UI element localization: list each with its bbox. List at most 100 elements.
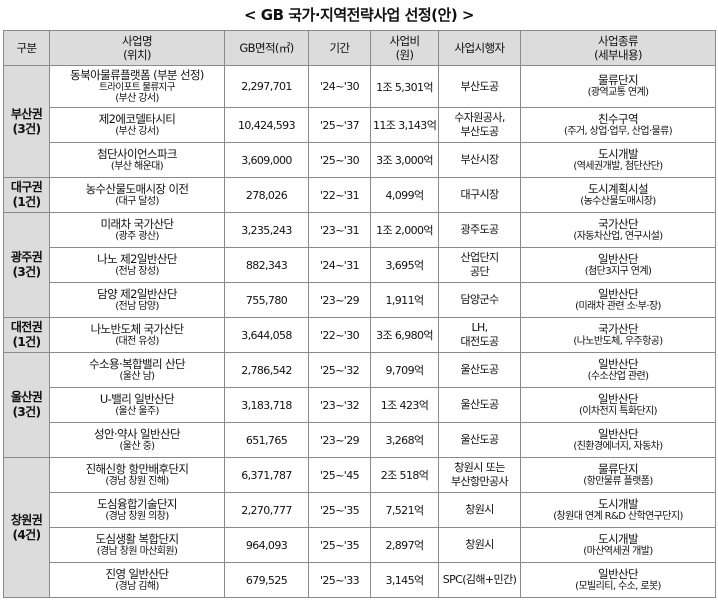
table-row: U-밸리 일반산단 (울산 울주) 3,183,718 '23~'32 1조 42… bbox=[4, 387, 716, 423]
project-name-cell: 수소용·복합밸리 산단 (울산 남) bbox=[49, 352, 225, 388]
region-cell: 대전권 (1건) bbox=[3, 317, 50, 353]
area-cell: 3,235,243 bbox=[224, 212, 309, 248]
area-cell: 2,297,701 bbox=[224, 65, 309, 108]
type-cell: 일반산단 (친환경에너지, 자동차) bbox=[520, 422, 716, 458]
table-header-row: 구분 사업명 (위치) GB면적(㎡) 기간 사업비 (원) 사업시행자 사업종류(… bbox=[3, 30, 716, 66]
operator-cell: LH, 대전도공 bbox=[438, 317, 521, 353]
period-cell: '23~'29 bbox=[308, 422, 371, 458]
operator-cell: 울산도공 bbox=[438, 387, 521, 423]
project-name-cell: 동북아물류플랫폼 (부분 선정) 트라이포트 물류지구 (부산 강서) bbox=[49, 65, 225, 108]
cost-cell: 3조 6,980억 bbox=[370, 317, 439, 353]
operator-cell: 광주도공 bbox=[438, 212, 521, 248]
operator-cell: 울산도공 bbox=[438, 352, 521, 388]
period-cell: '25~'30 bbox=[308, 142, 371, 178]
table-row: 대구권 (1건) 농수산물도매시장 이전 (대구 달성) 278,026 '22~'… bbox=[3, 177, 716, 213]
header-area: GB면적(㎡) bbox=[224, 30, 309, 66]
area-cell: 755,780 bbox=[224, 282, 309, 318]
type-cell: 일반산단 (첨단3지구 연계) bbox=[520, 247, 716, 283]
type-cell: 물류단지 (항만물류 플랫폼) bbox=[520, 457, 716, 493]
project-name-cell: 성안·약사 일반산단 (울산 중) bbox=[49, 422, 225, 458]
period-cell: '25~'37 bbox=[308, 107, 371, 143]
project-table: 구분 사업명 (위치) GB면적(㎡) 기간 사업비 (원) 사업시행자 사업종류(… bbox=[3, 30, 716, 598]
header-period: 기간 bbox=[308, 30, 371, 66]
header-operator: 사업시행자 bbox=[438, 30, 521, 66]
cost-cell: 3조 3,000억 bbox=[370, 142, 439, 178]
project-name-cell: 도심생활 복합단지 (경남 창원 마산회원) bbox=[49, 527, 225, 563]
area-cell: 679,525 bbox=[224, 562, 309, 598]
period-cell: '24~'30 bbox=[308, 65, 371, 108]
type-cell: 도시계획시설 (농수산물도매시장) bbox=[520, 177, 716, 213]
project-name-cell: 나노 제2일반산단 (전남 장성) bbox=[49, 247, 225, 283]
operator-cell: 울산도공 bbox=[438, 422, 521, 458]
page-title: < GB 국가·지역전략사업 선정(안) > bbox=[244, 6, 474, 24]
type-cell: 국가산단 (나노반도체, 우주항공) bbox=[520, 317, 716, 353]
operator-cell: 담양군수 bbox=[438, 282, 521, 318]
operator-cell: 수자원공사, 부산도공 bbox=[438, 107, 521, 143]
project-name-cell: 미래차 국가산단 (광주 광산) bbox=[49, 212, 225, 248]
period-cell: '24~'31 bbox=[308, 247, 371, 283]
cost-cell: 3,145억 bbox=[370, 562, 439, 598]
operator-cell: 창원시 또는 부산항만공사 bbox=[438, 457, 521, 493]
cost-cell: 2,897억 bbox=[370, 527, 439, 563]
area-cell: 278,026 bbox=[224, 177, 309, 213]
cost-cell: 1조 5,301억 bbox=[370, 65, 439, 108]
type-cell: 일반산단 (수소산업 관련) bbox=[520, 352, 716, 388]
area-cell: 3,183,718 bbox=[224, 387, 309, 423]
cost-cell: 11조 3,143억 bbox=[370, 107, 439, 143]
table-row: 도심생활 복합단지 (경남 창원 마산회원) 964,093 '25~'35 2,… bbox=[4, 527, 716, 563]
period-cell: '25~'35 bbox=[308, 527, 371, 563]
project-name-cell: 나노반도체 국가산단 (대전 유성) bbox=[49, 317, 225, 353]
table-row: 담양 제2일반산단 (전남 담양) 755,780 '23~'29 1,911억 … bbox=[4, 282, 716, 318]
period-cell: '23~'32 bbox=[308, 387, 371, 423]
table-row: 첨단사이언스파크 (부산 해운대) 3,609,000 '25~'30 3조 3,… bbox=[4, 142, 716, 178]
header-cost: 사업비 (원) bbox=[370, 30, 439, 66]
type-cell: 도시개발 (역세권개발, 첨단산단) bbox=[520, 142, 716, 178]
table-row: 도심융합기술단지 (경남 창원 의창) 2,270,777 '25~'35 7,5… bbox=[4, 492, 716, 528]
area-cell: 10,424,593 bbox=[224, 107, 309, 143]
type-cell: 도시개발 (창원대 연계 R&D 산학연구단지) bbox=[520, 492, 716, 528]
table-row: 성안·약사 일반산단 (울산 중) 651,765 '23~'29 3,268억 … bbox=[4, 422, 716, 458]
table-row: 제2에코델타시티 (부산 강서) 10,424,593 '25~'37 11조 3… bbox=[4, 107, 716, 143]
area-cell: 2,786,542 bbox=[224, 352, 309, 388]
table-row: 진영 일반산단 (경남 김해) 679,525 '25~'33 3,145억 SP… bbox=[4, 562, 716, 598]
region-cell: 대구권 (1건) bbox=[3, 177, 50, 213]
table-row: 대전권 (1건) 나노반도체 국가산단 (대전 유성) 3,644,058 '22~… bbox=[3, 317, 716, 353]
period-cell: '23~'31 bbox=[308, 212, 371, 248]
type-cell: 친수구역 (주거, 상업·업무, 산업·물류) bbox=[520, 107, 716, 143]
project-name-cell: 도심융합기술단지 (경남 창원 의창) bbox=[49, 492, 225, 528]
table-row: 울산권 (3건) 수소용·복합밸리 산단 (울산 남) 2,786,542 '25~… bbox=[3, 352, 716, 458]
area-cell: 2,270,777 bbox=[224, 492, 309, 528]
operator-cell: 부산도공 bbox=[438, 65, 521, 108]
operator-cell: 창원시 bbox=[438, 492, 521, 528]
cost-cell: 1조 423억 bbox=[370, 387, 439, 423]
cost-cell: 4,099억 bbox=[370, 177, 439, 213]
project-name-cell: 진영 일반산단 (경남 김해) bbox=[49, 562, 225, 598]
period-cell: '22~'31 bbox=[308, 177, 371, 213]
type-cell: 국가산단 (자동차산업, 연구시설) bbox=[520, 212, 716, 248]
cost-cell: 9,709억 bbox=[370, 352, 439, 388]
cost-cell: 2조 518억 bbox=[370, 457, 439, 493]
project-name-cell: U-밸리 일반산단 (울산 울주) bbox=[49, 387, 225, 423]
area-cell: 651,765 bbox=[224, 422, 309, 458]
project-name-cell: 첨단사이언스파크 (부산 해운대) bbox=[49, 142, 225, 178]
region-cell: 부산권 (3건) bbox=[3, 65, 50, 178]
type-cell: 일반산단 (미래차 관련 소·부·장) bbox=[520, 282, 716, 318]
operator-cell: 창원시 bbox=[438, 527, 521, 563]
area-cell: 3,644,058 bbox=[224, 317, 309, 353]
region-cell: 광주권 (3건) bbox=[3, 212, 50, 318]
cost-cell: 3,268억 bbox=[370, 422, 439, 458]
period-cell: '23~'29 bbox=[308, 282, 371, 318]
period-cell: '25~'35 bbox=[308, 492, 371, 528]
cost-cell: 7,521억 bbox=[370, 492, 439, 528]
cost-cell: 1조 2,000억 bbox=[370, 212, 439, 248]
type-cell: 일반산단 (모빌리티, 수소, 로봇) bbox=[520, 562, 716, 598]
period-cell: '25~'33 bbox=[308, 562, 371, 598]
operator-cell: 대구시장 bbox=[438, 177, 521, 213]
area-cell: 882,343 bbox=[224, 247, 309, 283]
header-type: 사업종류 (세부내용) bbox=[520, 30, 716, 66]
table-row: 나노 제2일반산단 (전남 장성) 882,343 '24~'31 3,695억 … bbox=[4, 247, 716, 283]
period-cell: '22~'30 bbox=[308, 317, 371, 353]
header-name: 사업명 (위치) bbox=[49, 30, 225, 66]
project-name-cell: 제2에코델타시티 (부산 강서) bbox=[49, 107, 225, 143]
type-cell: 도시개발 (마산역세권 개발) bbox=[520, 527, 716, 563]
